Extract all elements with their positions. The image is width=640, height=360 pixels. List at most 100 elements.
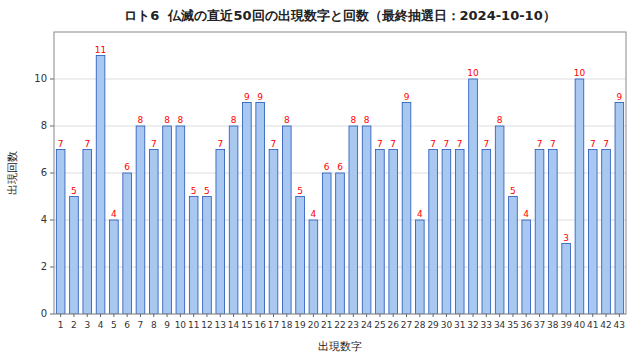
data-label: 9 (616, 92, 622, 102)
data-label: 5 (510, 186, 516, 196)
y-tick (50, 267, 54, 268)
x-tick (313, 314, 314, 317)
x-tick-label: 43 (614, 320, 625, 330)
x-tick (260, 314, 261, 317)
x-tick-label: 33 (481, 320, 492, 330)
bar (189, 197, 198, 315)
x-tick (113, 314, 114, 317)
bar (123, 173, 132, 314)
bar (389, 150, 398, 315)
bar (136, 126, 145, 314)
data-label: 8 (284, 115, 290, 125)
bar (229, 126, 238, 314)
bar (309, 220, 318, 314)
data-label: 9 (257, 92, 263, 102)
x-tick (286, 314, 287, 317)
y-tick (50, 126, 54, 127)
x-tick-label: 16 (254, 320, 266, 330)
data-label: 8 (138, 115, 144, 125)
x-tick-label: 38 (547, 320, 559, 330)
data-label: 7 (590, 139, 596, 149)
x-tick (446, 314, 447, 317)
bar (615, 103, 624, 315)
data-label: 7 (84, 139, 90, 149)
y-axis-label: 出現回数 (6, 151, 19, 195)
bar (455, 150, 464, 315)
x-tick-label: 18 (281, 320, 293, 330)
x-tick (512, 314, 513, 317)
data-label: 7 (377, 139, 383, 149)
bar (376, 150, 385, 315)
x-tick-label: 41 (587, 320, 598, 330)
x-tick-label: 13 (215, 320, 226, 330)
data-label: 7 (603, 139, 609, 149)
x-tick (100, 314, 101, 317)
bar (336, 173, 345, 314)
x-tick (459, 314, 460, 317)
data-label: 6 (124, 162, 130, 172)
data-label: 8 (231, 115, 237, 125)
bar (495, 126, 504, 314)
y-tick-label: 4 (41, 214, 47, 225)
bar (362, 126, 371, 314)
x-tick-label: 29 (427, 320, 439, 330)
x-tick (393, 314, 394, 317)
x-tick-label: 34 (494, 320, 506, 330)
data-label: 11 (95, 45, 106, 55)
x-tick-label: 39 (560, 320, 572, 330)
x-tick (153, 314, 154, 317)
bar (402, 103, 411, 315)
x-tick (60, 314, 61, 317)
bar (163, 126, 172, 314)
x-tick-label: 6 (124, 320, 130, 330)
data-label: 7 (217, 139, 223, 149)
grid-line (54, 79, 626, 80)
bar (96, 56, 105, 315)
y-tick (50, 173, 54, 174)
data-label: 7 (430, 139, 436, 149)
x-tick-label: 7 (138, 320, 144, 330)
x-tick (340, 314, 341, 317)
data-label: 8 (497, 115, 503, 125)
data-label: 5 (204, 186, 210, 196)
bar (482, 150, 491, 315)
data-label: 10 (467, 68, 479, 78)
x-tick (73, 314, 74, 317)
x-tick-label: 21 (321, 320, 332, 330)
x-tick (473, 314, 474, 317)
y-tick (50, 314, 54, 315)
bar (415, 220, 424, 314)
bar (562, 244, 571, 315)
bar (176, 126, 185, 314)
x-tick (300, 314, 301, 317)
x-tick-label: 35 (507, 320, 518, 330)
data-label: 7 (58, 139, 64, 149)
bar (216, 150, 225, 315)
data-label: 8 (364, 115, 370, 125)
data-label: 7 (457, 139, 463, 149)
x-tick-label: 1 (58, 320, 64, 330)
x-tick (140, 314, 141, 317)
bar (322, 173, 331, 314)
x-tick (579, 314, 580, 317)
x-tick (433, 314, 434, 317)
x-tick-label: 24 (361, 320, 373, 330)
bar (429, 150, 438, 315)
data-label: 4 (111, 209, 117, 219)
bar (509, 197, 518, 315)
bar (549, 150, 558, 315)
x-tick (220, 314, 221, 317)
bar (575, 79, 584, 314)
bar (256, 103, 265, 315)
data-label: 4 (311, 209, 317, 219)
bar (535, 150, 544, 315)
x-tick (499, 314, 500, 317)
x-tick (366, 314, 367, 317)
data-label: 4 (523, 209, 529, 219)
chart-container: 0246810757114687885578997854668877947771… (0, 0, 640, 360)
bar (282, 126, 291, 314)
x-tick-label: 32 (467, 320, 478, 330)
x-tick (526, 314, 527, 317)
x-tick-label: 26 (387, 320, 399, 330)
x-tick-label: 4 (98, 320, 104, 330)
